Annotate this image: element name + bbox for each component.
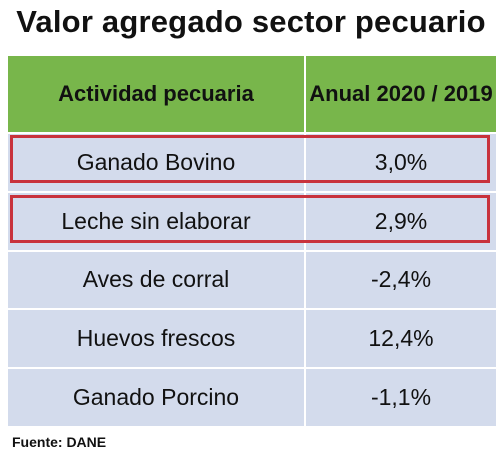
source-note: Fuente: DANE	[12, 434, 107, 450]
row-activity: Ganado Bovino	[8, 134, 306, 193]
header-activity: Actividad pecuaria	[8, 56, 306, 134]
row-value: -2,4%	[306, 251, 496, 311]
row-value: -1,1%	[306, 369, 496, 428]
page-title: Valor agregado sector pecuario	[16, 4, 486, 39]
row-activity: Huevos frescos	[8, 310, 306, 370]
row-value: 2,9%	[306, 192, 496, 252]
data-table: Actividad pecuaria Anual 2020 / 2019 Gan…	[8, 56, 496, 428]
row-activity: Leche sin elaborar	[8, 192, 306, 252]
row-activity: Ganado Porcino	[8, 369, 306, 428]
row-value: 12,4%	[306, 310, 496, 370]
row-activity: Aves de corral	[8, 251, 306, 311]
header-annual: Anual 2020 / 2019	[306, 56, 496, 134]
row-value: 3,0%	[306, 134, 496, 193]
